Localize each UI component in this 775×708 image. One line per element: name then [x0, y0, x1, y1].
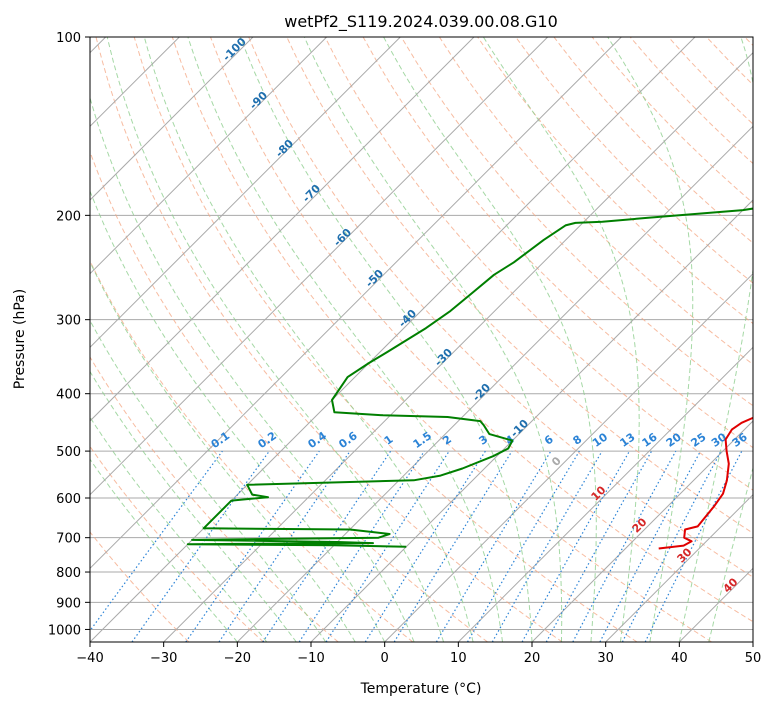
- x-tick-label: −20: [224, 651, 251, 666]
- y-tick-label: 800: [56, 566, 81, 581]
- mixing-ratio-line: [131, 450, 270, 642]
- x-axis-label: Temperature (°C): [360, 681, 482, 697]
- dry-adiabat: [210, 37, 753, 623]
- y-tick-label: 400: [56, 388, 81, 403]
- x-tick-label: 20: [524, 651, 541, 666]
- y-tick-label: 200: [56, 209, 81, 224]
- isotherm: [90, 37, 401, 349]
- mixing-ratio-line: [599, 450, 702, 642]
- mixing-ratio-lines: [90, 450, 743, 642]
- moist-adiabat: [187, 37, 503, 642]
- isotherm: [90, 37, 622, 570]
- y-tick-label: 500: [56, 445, 81, 460]
- dewpoint-line: [186, 207, 753, 548]
- isotherm: [90, 37, 475, 422]
- isotherm: [90, 37, 549, 496]
- x-tick-label: 50: [745, 651, 762, 666]
- plot-area: [90, 37, 753, 642]
- mixing-ratio-line: [644, 450, 743, 642]
- plot-frame: [89, 36, 754, 643]
- moist-adiabat: [90, 260, 356, 642]
- y-tick-label: 600: [56, 492, 81, 507]
- y-tick-label: 1000: [48, 623, 81, 638]
- y-axis-label: Pressure (hPa): [12, 289, 28, 389]
- mixing-ratio-line: [185, 450, 320, 642]
- dry-adiabat: [515, 37, 753, 284]
- y-tick-label: 100: [56, 31, 81, 46]
- moist-adiabat: [383, 37, 597, 642]
- x-tick-label: 0: [381, 651, 389, 666]
- dry-adiabat: [248, 37, 753, 578]
- chart-title: wetPf2_S119.2024.039.00.08.G10: [284, 12, 558, 32]
- x-tick-label: −40: [76, 651, 103, 666]
- dry-adiabat: [90, 531, 190, 642]
- moist-adiabat: [482, 37, 640, 642]
- mixing-ratio-line: [393, 450, 513, 642]
- x-tick-label: −30: [150, 651, 177, 666]
- x-axis: −40 −30 −20 −10 0 10 20 30 40 50: [76, 642, 761, 666]
- mixing-ratio-line: [90, 450, 223, 632]
- moist-adiabat: [607, 37, 694, 642]
- isotherm: [605, 493, 753, 642]
- isotherm: [310, 199, 753, 642]
- dry-adiabat: [90, 356, 339, 642]
- isotherm: [90, 37, 328, 275]
- dry-adiabat: [90, 150, 488, 642]
- isotherm: [531, 420, 753, 642]
- mixing-ratio-line: [435, 450, 552, 642]
- moist-adiabats: [90, 37, 753, 642]
- moist-adiabat: [239, 37, 533, 642]
- dry-adiabat: [133, 37, 638, 642]
- dry-adiabat: [95, 37, 563, 642]
- isotherm: [90, 37, 696, 642]
- y-tick-label: 300: [56, 314, 81, 329]
- pressure-gridlines: [90, 37, 753, 630]
- moist-adiabat: [143, 37, 474, 642]
- y-tick-label: 900: [56, 596, 81, 611]
- mixing-ratio-line: [364, 450, 486, 642]
- isotherm: [384, 272, 753, 642]
- moist-adiabat: [708, 466, 753, 642]
- dry-adiabat: [400, 37, 753, 407]
- temperature-line: [658, 416, 753, 550]
- mixing-ratio-line: [466, 450, 580, 642]
- mixing-ratio-line: [572, 450, 677, 642]
- x-tick-label: 40: [671, 651, 688, 666]
- y-axis: 100 200 300 400 500 600 700 800 900 1000: [48, 31, 90, 638]
- x-tick-label: 10: [450, 651, 467, 666]
- dry-adiabat: [90, 445, 264, 642]
- y-tick-label: 700: [56, 532, 81, 547]
- moist-adiabat: [90, 189, 386, 642]
- moist-adiabat: [678, 37, 753, 642]
- mixing-ratio-line: [218, 450, 351, 642]
- dry-adiabat: [171, 37, 712, 642]
- moist-adiabat: [90, 458, 238, 642]
- dry-adiabat: [438, 37, 753, 366]
- moist-adiabat: [106, 37, 445, 642]
- isotherm: [457, 346, 753, 642]
- moist-adiabat: [303, 37, 563, 642]
- x-tick-label: 30: [597, 651, 614, 666]
- moist-adiabat: [90, 416, 268, 642]
- x-tick-label: −10: [297, 651, 324, 666]
- mixing-ratio-line: [621, 450, 722, 642]
- isotherm: [90, 37, 254, 201]
- moist-adiabat: [90, 319, 327, 642]
- sounding-series: [186, 207, 753, 550]
